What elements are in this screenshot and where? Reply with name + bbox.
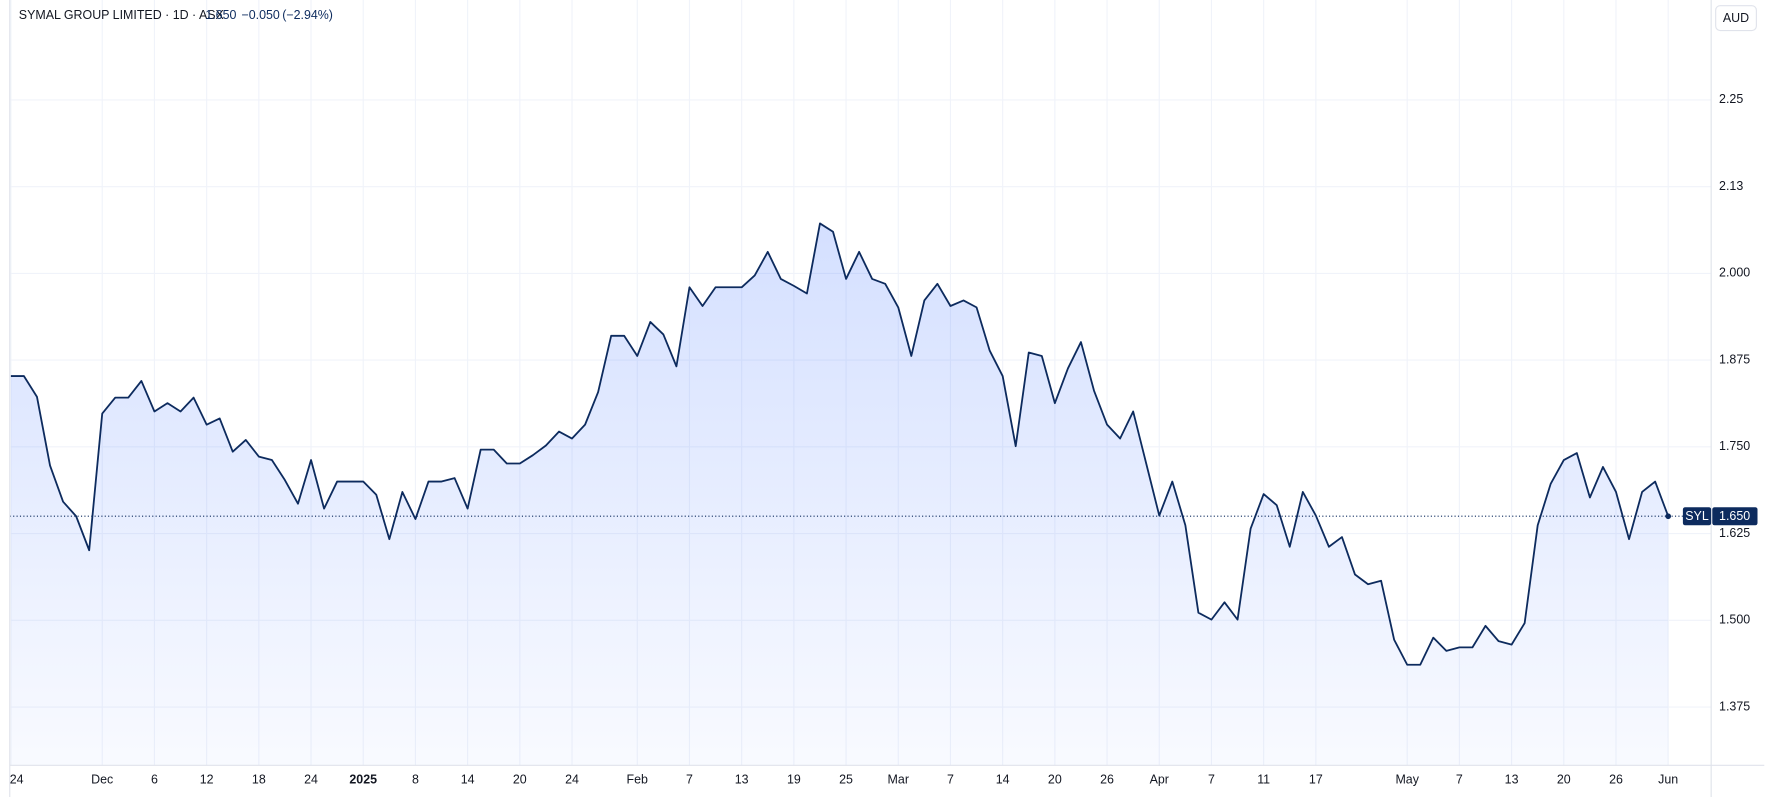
y-tick-label: 2.25 [1719, 92, 1743, 106]
area-fill [10, 223, 1669, 766]
symbol-tag-label: SYL [1685, 509, 1709, 523]
x-tick-label: 24 [10, 772, 24, 786]
y-tick-label: 1.625 [1719, 526, 1750, 540]
y-tick-label: 1.375 [1719, 699, 1750, 713]
x-tick-label: Feb [627, 772, 648, 786]
plot [9, 222, 1712, 766]
x-tick-label: 7 [1208, 772, 1215, 786]
x-tick-label: 24 [304, 772, 318, 786]
x-tick-label: 7 [1456, 772, 1463, 786]
currency-label[interactable]: AUD [1723, 11, 1749, 25]
x-tick-label: 2025 [349, 772, 377, 786]
x-tick-label: 19 [787, 772, 801, 786]
x-tick-label: 17 [1309, 772, 1323, 786]
price-tag-label: 1.650 [1719, 509, 1750, 523]
price-line [10, 222, 1670, 666]
x-tick-label: 24 [565, 772, 579, 786]
x-tick-label: 20 [1048, 772, 1062, 786]
x-tick-label: 20 [1557, 772, 1571, 786]
header-change: −0.050 [242, 8, 280, 22]
currency-button[interactable] [1715, 5, 1757, 32]
x-tick-label: 14 [996, 772, 1010, 786]
x-tick-label: 12 [200, 772, 214, 786]
x-tick-label: 26 [1609, 772, 1623, 786]
x-tick-label: 14 [461, 772, 475, 786]
x-tick-label: Dec [91, 772, 113, 786]
y-tick-label: 2.000 [1719, 266, 1750, 280]
x-tick-label: 20 [513, 772, 527, 786]
y-tick-label: 1.750 [1719, 439, 1750, 453]
header-price: 1.650 [205, 8, 236, 22]
x-tick-label: 13 [1505, 772, 1519, 786]
axes: 1.375 1.500 1.625 1.750 1.875 2.000 2.13 2.25 24… [10, 92, 1758, 786]
y-tick-label: 1.875 [1719, 352, 1750, 366]
x-tick-label: 8 [412, 772, 419, 786]
x-tick-label: Jun [1658, 772, 1678, 786]
x-tick-label: 26 [1100, 772, 1114, 786]
price-tag [1712, 507, 1758, 526]
symbol-tag [1682, 507, 1712, 526]
x-tick-label: May [1395, 772, 1419, 786]
x-tick-label: Mar [888, 772, 909, 786]
x-tick-label: 7 [686, 772, 693, 786]
y-tick-label: 1.500 [1719, 613, 1750, 627]
x-tick-label: 6 [151, 772, 158, 786]
header-change-pct: (−2.94%) [282, 8, 333, 22]
x-tick-label: 13 [735, 772, 749, 786]
x-tick-label: 11 [1257, 772, 1270, 786]
x-tick-label: 7 [947, 772, 954, 786]
x-tick-label: 18 [252, 772, 266, 786]
x-tick-label: 25 [839, 772, 853, 786]
chart-title: SYMAL GROUP LIMITED · 1D · ASX [19, 8, 225, 22]
y-tick-label: 2.13 [1719, 179, 1743, 193]
x-tick-label: Apr [1150, 772, 1169, 786]
